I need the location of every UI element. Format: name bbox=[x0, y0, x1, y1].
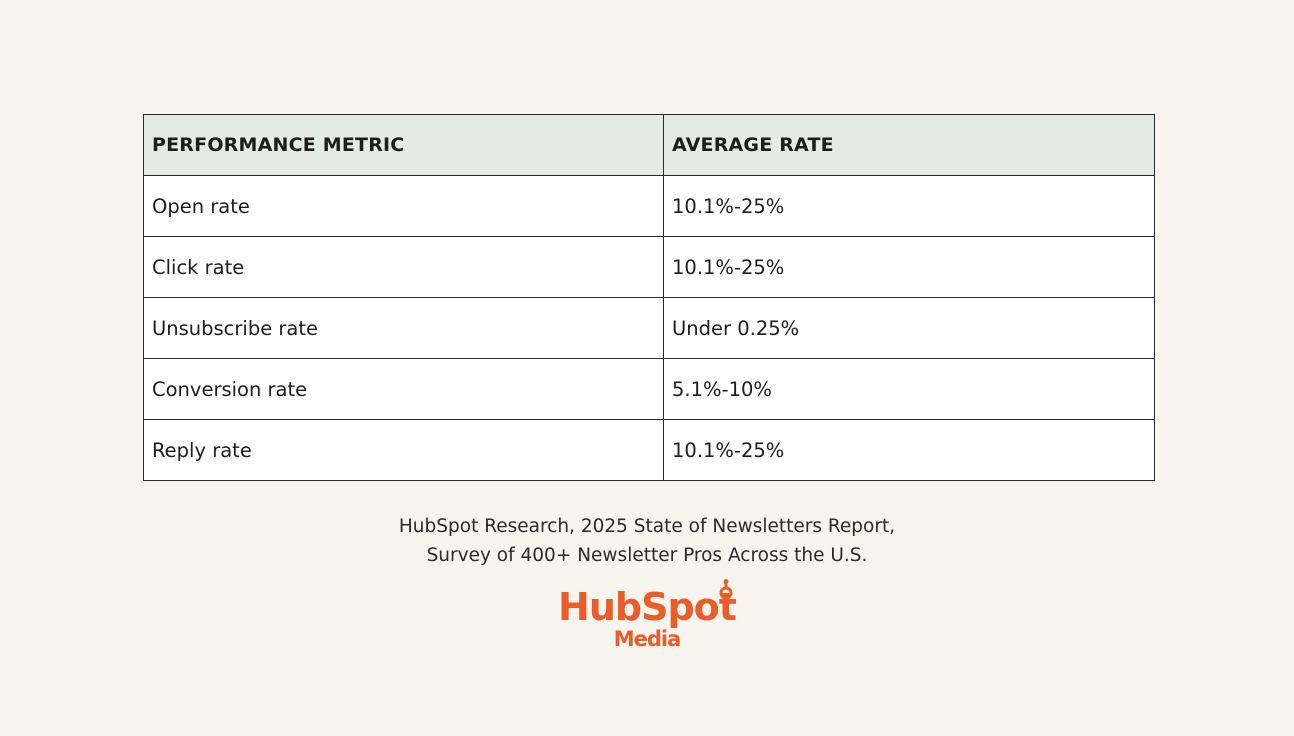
metrics-table-container: PERFORMANCE METRIC AVERAGE RATE Open rat… bbox=[143, 114, 1155, 481]
logo-wordmark: HubSpot Media bbox=[558, 579, 737, 652]
table-header-row: PERFORMANCE METRIC AVERAGE RATE bbox=[143, 114, 1155, 176]
caption-line-2: Survey of 400+ Newsletter Pros Across th… bbox=[426, 545, 868, 566]
metrics-table: PERFORMANCE METRIC AVERAGE RATE Open rat… bbox=[143, 114, 1155, 481]
source-caption: HubSpot Research, 2025 State of Newslett… bbox=[0, 512, 1294, 570]
header-performance-metric: PERFORMANCE METRIC bbox=[143, 114, 664, 176]
header-average-rate: AVERAGE RATE bbox=[663, 114, 1155, 176]
table-row: Unsubscribe rate Under 0.25% bbox=[143, 297, 1155, 359]
logo-sub-text: Media bbox=[613, 627, 682, 651]
rate-cell: 10.1%-25% bbox=[663, 175, 1155, 237]
table-row: Reply rate 10.1%-25% bbox=[143, 419, 1155, 481]
rate-cell: Under 0.25% bbox=[663, 297, 1155, 359]
metric-cell: Reply rate bbox=[143, 419, 664, 481]
rate-cell: 10.1%-25% bbox=[663, 419, 1155, 481]
metric-cell: Unsubscribe rate bbox=[143, 297, 664, 359]
metric-cell: Click rate bbox=[143, 236, 664, 298]
logo-main-text: HubSpot bbox=[558, 585, 737, 629]
rate-cell: 5.1%-10% bbox=[663, 358, 1155, 420]
metric-cell: Conversion rate bbox=[143, 358, 664, 420]
rate-cell: 10.1%-25% bbox=[663, 236, 1155, 298]
table-row: Conversion rate 5.1%-10% bbox=[143, 358, 1155, 420]
caption-line-1: HubSpot Research, 2025 State of Newslett… bbox=[398, 516, 896, 537]
sprocket-icon bbox=[719, 579, 733, 600]
table-row: Open rate 10.1%-25% bbox=[143, 175, 1155, 237]
table-row: Click rate 10.1%-25% bbox=[143, 236, 1155, 298]
hubspot-media-logo: HubSpot Media bbox=[0, 579, 1294, 652]
metric-cell: Open rate bbox=[143, 175, 664, 237]
